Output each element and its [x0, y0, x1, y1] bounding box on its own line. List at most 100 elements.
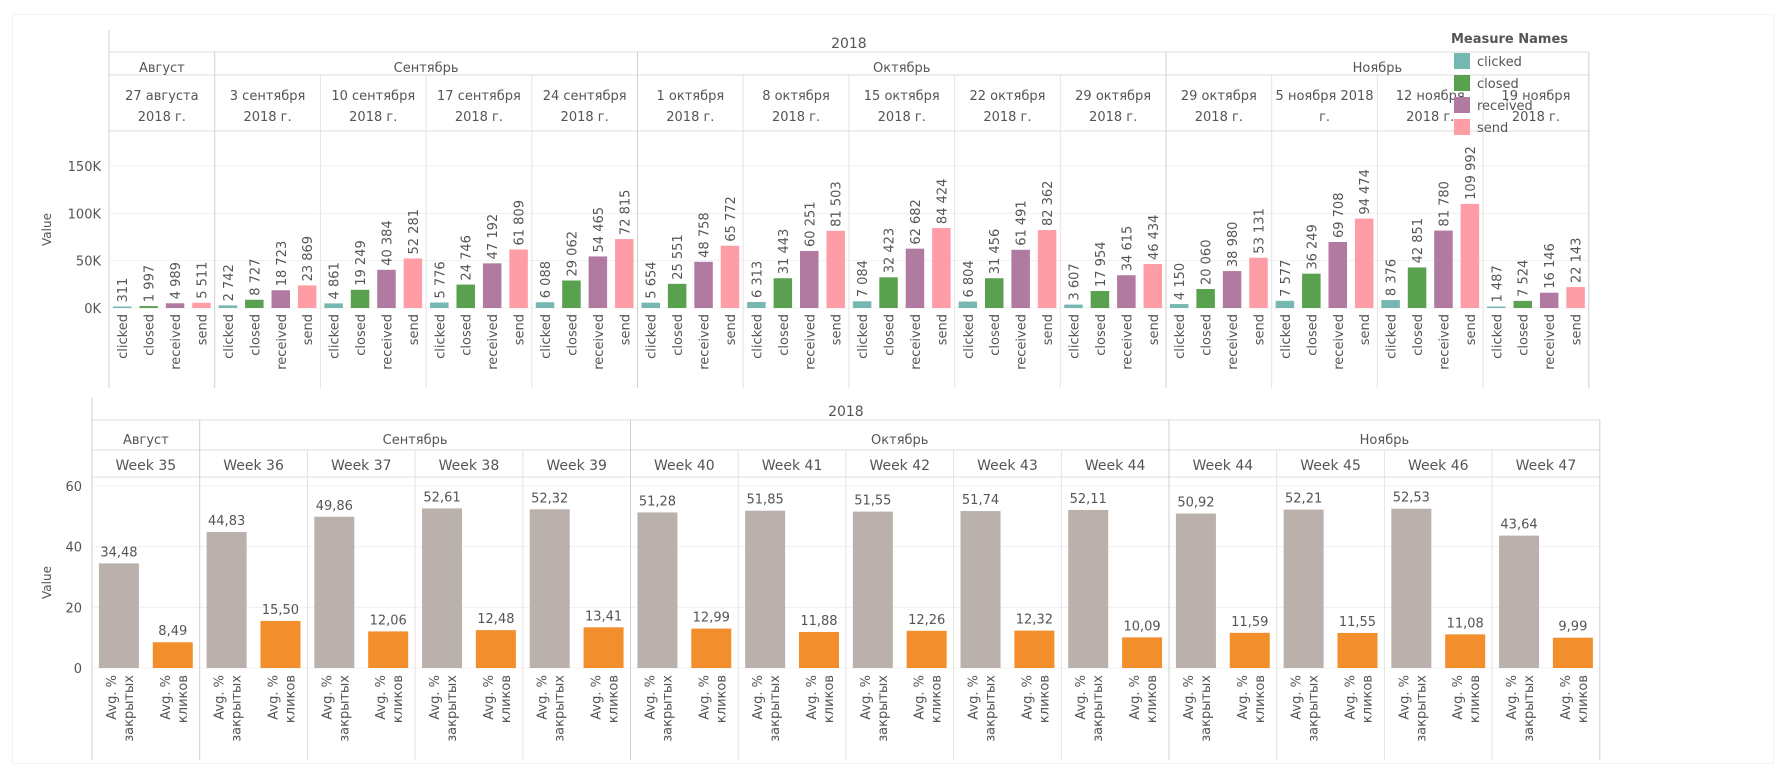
x-tick-label-line2: закрытых — [337, 675, 352, 742]
bar-avg_closed[interactable] — [960, 511, 1001, 668]
x-tick-label: send — [407, 314, 422, 345]
bar-send[interactable] — [403, 258, 423, 308]
bar-received[interactable] — [1539, 292, 1559, 308]
bar-value-label: 4 861 — [328, 262, 343, 299]
bar-closed[interactable] — [773, 278, 793, 308]
bar-avg_closed[interactable] — [852, 511, 893, 668]
bar-clicked[interactable] — [1381, 300, 1400, 308]
bar-avg_closed[interactable] — [1391, 508, 1432, 668]
bar-send[interactable] — [509, 249, 528, 308]
bar-value-label: 9,99 — [1558, 620, 1587, 635]
bar-closed[interactable] — [456, 284, 475, 308]
legend-swatch-send[interactable] — [1454, 119, 1470, 135]
bottom-year-label: 2018 — [828, 404, 864, 420]
bar-avg_closed[interactable] — [1283, 509, 1324, 668]
bar-closed[interactable] — [984, 278, 1004, 308]
bar-send[interactable] — [1143, 264, 1163, 308]
bar-clicked[interactable] — [430, 302, 449, 308]
bar-avg_closed[interactable] — [637, 512, 678, 668]
bar-received[interactable] — [1011, 249, 1030, 308]
bar-send[interactable] — [1037, 230, 1057, 308]
bar-clicked[interactable] — [1064, 304, 1083, 308]
bar-avg_closed[interactable] — [314, 516, 355, 668]
bar-clicked[interactable] — [1487, 306, 1506, 309]
bar-closed[interactable] — [1196, 289, 1215, 308]
bar-avg_clicks[interactable] — [906, 630, 947, 668]
bar-avg_clicks[interactable] — [1229, 632, 1270, 668]
bar-avg_closed[interactable] — [1499, 535, 1540, 668]
bar-received[interactable] — [694, 261, 713, 308]
bar-clicked[interactable] — [535, 302, 555, 308]
bar-closed[interactable] — [1090, 291, 1110, 308]
bar-avg_clicks[interactable] — [260, 620, 301, 668]
bar-received[interactable] — [482, 263, 502, 308]
bar-received[interactable] — [588, 256, 608, 308]
bar-clicked[interactable] — [852, 301, 872, 308]
bar-received[interactable] — [1434, 230, 1453, 308]
bar-send[interactable] — [1354, 218, 1374, 308]
bar-closed[interactable] — [350, 289, 370, 308]
top-week-label: 24 сентября — [543, 89, 627, 104]
bar-clicked[interactable] — [641, 302, 660, 308]
bar-send[interactable] — [1460, 203, 1480, 308]
bar-send[interactable] — [826, 230, 845, 308]
bar-avg_closed[interactable] — [98, 563, 139, 668]
legend-swatch-received[interactable] — [1454, 97, 1470, 113]
x-tick-label-line2: закрытых — [1522, 675, 1537, 742]
bar-clicked[interactable] — [324, 303, 343, 308]
bar-avg_clicks[interactable] — [475, 630, 516, 668]
bar-closed[interactable] — [879, 277, 898, 308]
bar-send[interactable] — [720, 245, 740, 308]
bar-avg_clicks[interactable] — [798, 631, 839, 668]
bar-avg_clicks[interactable] — [152, 642, 193, 668]
bar-send[interactable] — [297, 285, 317, 308]
bar-closed[interactable] — [1513, 300, 1532, 308]
bar-avg_closed[interactable] — [422, 508, 463, 668]
legend-title: Measure Names — [1451, 32, 1568, 47]
bar-avg_clicks[interactable] — [1552, 637, 1593, 668]
bar-received[interactable] — [1222, 271, 1242, 308]
bar-clicked[interactable] — [1275, 300, 1295, 308]
bar-closed[interactable] — [562, 280, 581, 308]
bar-clicked[interactable] — [112, 306, 132, 309]
bar-clicked[interactable] — [218, 305, 238, 308]
bar-avg_closed[interactable] — [206, 532, 247, 668]
bar-avg_closed[interactable] — [1175, 513, 1216, 668]
bar-send[interactable] — [615, 239, 634, 308]
bar-closed[interactable] — [667, 283, 687, 308]
bar-avg_clicks[interactable] — [1122, 637, 1163, 668]
bar-avg_clicks[interactable] — [1014, 630, 1055, 668]
bar-received[interactable] — [1117, 275, 1136, 308]
bar-avg_clicks[interactable] — [691, 628, 732, 668]
bar-received[interactable] — [271, 290, 291, 308]
bar-received[interactable] — [1328, 242, 1348, 308]
x-tick-label: received — [380, 314, 395, 370]
bar-avg_clicks[interactable] — [583, 627, 624, 668]
bar-avg_closed[interactable] — [529, 509, 570, 668]
bar-clicked[interactable] — [958, 301, 978, 308]
bar-closed[interactable] — [139, 306, 158, 308]
bar-clicked[interactable] — [1169, 304, 1189, 308]
bar-send[interactable] — [192, 302, 211, 308]
bar-received[interactable] — [165, 303, 185, 308]
bar-send[interactable] — [932, 228, 951, 308]
bar-value-label: 5 776 — [433, 261, 448, 298]
bar-received[interactable] — [905, 248, 925, 308]
bar-received[interactable] — [377, 269, 396, 308]
bar-received[interactable] — [800, 250, 819, 308]
bar-avg_closed[interactable] — [1068, 509, 1109, 668]
bar-value-label: 46 434 — [1147, 215, 1162, 261]
bar-closed[interactable] — [1302, 273, 1321, 308]
bar-avg_closed[interactable] — [745, 510, 786, 668]
bar-clicked[interactable] — [747, 302, 766, 308]
legend-swatch-clicked[interactable] — [1454, 53, 1470, 69]
bar-closed[interactable] — [245, 299, 264, 308]
bar-avg_clicks[interactable] — [1445, 634, 1486, 668]
bar-send[interactable] — [1566, 287, 1585, 308]
bar-closed[interactable] — [1407, 267, 1427, 308]
legend-swatch-closed[interactable] — [1454, 75, 1470, 91]
bar-value-label: 51,85 — [747, 493, 784, 508]
bar-send[interactable] — [1249, 257, 1268, 308]
bar-avg_clicks[interactable] — [368, 631, 409, 668]
bar-avg_clicks[interactable] — [1337, 632, 1378, 668]
